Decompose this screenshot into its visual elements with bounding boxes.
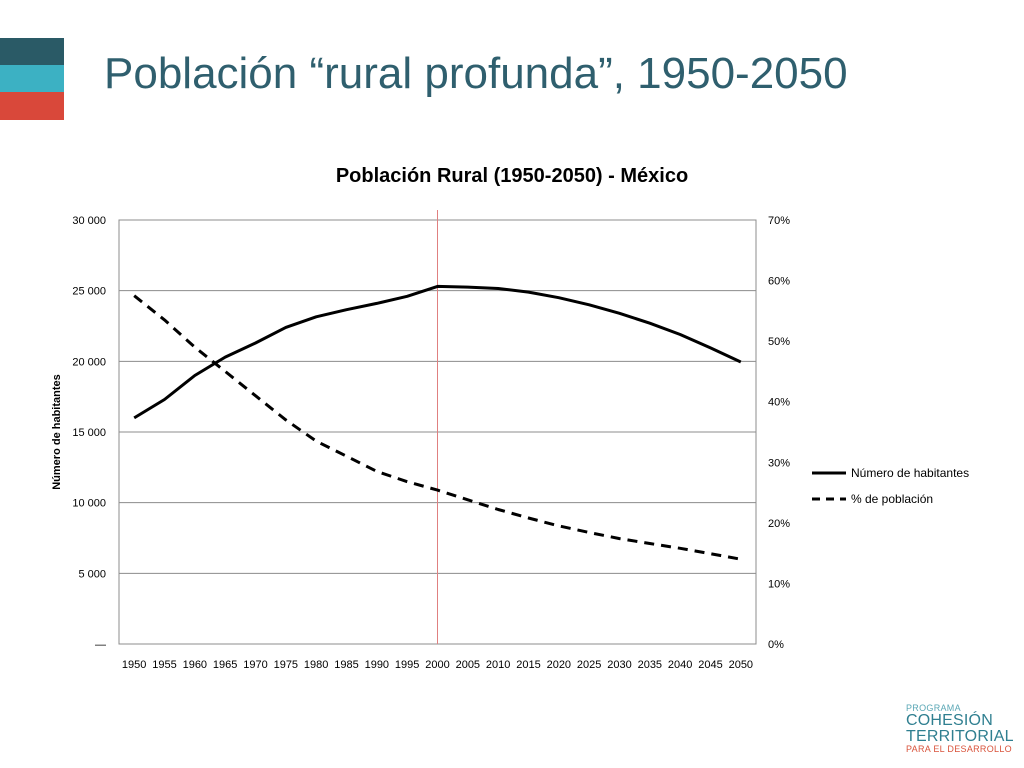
program-logo: PROGRAMA COHESIÓN TERRITORIAL PARA EL DE… [906, 704, 1018, 754]
x-tick-label: 2025 [577, 659, 601, 671]
x-tick-label: 1980 [304, 659, 328, 671]
x-tick-label: 1985 [334, 659, 358, 671]
legend-label: % de población [851, 492, 933, 506]
y-tick-label: 10 000 [72, 498, 106, 510]
x-tick-label: 2045 [698, 659, 722, 671]
slide-title: Población “rural profunda”, 1950-2050 [104, 49, 848, 98]
y-tick-label: — [95, 639, 106, 651]
x-tick-label: 2050 [729, 659, 753, 671]
legend-label: Número de habitantes [851, 466, 969, 480]
accent-bar-dark [0, 38, 64, 65]
x-tick-label: 1960 [183, 659, 207, 671]
x-tick-label: 1955 [152, 659, 176, 671]
y-tick-label: 15 000 [72, 427, 106, 439]
chart-title: Población Rural (1950-2050) - México [336, 165, 688, 187]
y-tick-label: 20 000 [72, 356, 106, 368]
x-tick-label: 1950 [122, 659, 146, 671]
x-tick-label: 1995 [395, 659, 419, 671]
population-line-chart: Población Rural (1950-2050) - México — 5 0… [51, 165, 969, 671]
series-line-habitantes [133, 284, 742, 420]
x-tick-label: 2000 [425, 659, 449, 671]
x-tick-label: 2015 [516, 659, 540, 671]
y-tick-label: 30 000 [72, 215, 106, 227]
y2-tick-label: 50% [768, 336, 790, 348]
logo-line-3: TERRITORIAL [906, 728, 1014, 745]
logo-line-4: PARA EL DESARROLLO [906, 744, 1012, 754]
logo-line-1: PROGRAMA [906, 703, 961, 713]
y-tick-label: 5 000 [78, 568, 106, 580]
y2-tick-label: 70% [768, 215, 790, 227]
x-tick-label: 2005 [456, 659, 480, 671]
chart-container: Población Rural (1950-2050) - México — 5 0… [0, 150, 1024, 690]
y2-tick-label: 10% [768, 578, 790, 590]
x-tick-label: 1990 [365, 659, 389, 671]
x-tick-label: 2040 [668, 659, 692, 671]
x-tick-label: 2030 [607, 659, 631, 671]
y2-tick-label: 0% [768, 639, 784, 651]
accent-bar-teal [0, 65, 64, 92]
logo-line-2: COHESIÓN [906, 712, 993, 729]
x-tick-label: 1975 [274, 659, 298, 671]
y2-tick-label: 30% [768, 457, 790, 469]
x-tick-label: 2020 [547, 659, 571, 671]
x-tick-label: 2010 [486, 659, 510, 671]
y2-tick-label: 20% [768, 518, 790, 530]
x-tick-label: 1970 [243, 659, 267, 671]
accent-bar-red [0, 92, 64, 120]
y2-tick-label: 40% [768, 397, 790, 409]
y-axis-label: Número de habitantes [51, 374, 63, 490]
y2-tick-label: 60% [768, 276, 790, 288]
series-line-percent [133, 294, 742, 561]
x-tick-label: 1965 [213, 659, 237, 671]
x-tick-label: 2035 [638, 659, 662, 671]
y-tick-label: 25 000 [72, 286, 106, 298]
